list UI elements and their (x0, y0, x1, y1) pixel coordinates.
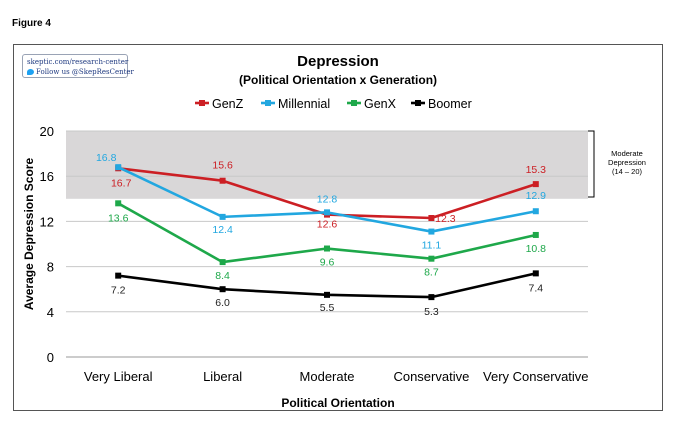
boomer-point (219, 286, 226, 293)
genz-legend-label: GenZ (212, 97, 244, 111)
x-tick-label: Conservative (393, 369, 469, 384)
moderate-depression-band (66, 131, 588, 199)
genx-legend-label: GenX (364, 97, 397, 111)
genx-point (428, 255, 435, 262)
boomer-data-label: 5.3 (424, 306, 439, 318)
band-note-line3: (14 – 20) (612, 167, 643, 176)
millennial-point (428, 228, 435, 235)
twitter-bird-icon (27, 69, 34, 75)
y-tick-label: 20 (40, 124, 54, 139)
boomer-data-label: 7.4 (528, 282, 543, 294)
millennial-legend-label: Millennial (278, 97, 330, 111)
genz-data-label: 15.6 (212, 160, 233, 172)
genx-data-label: 8.7 (424, 267, 439, 279)
legend: GenZ Millennial GenX Boomer (195, 97, 472, 111)
genz-data-label: 12.3 (435, 213, 456, 225)
genz-legend-marker (199, 100, 205, 106)
boomer-data-label: 6.0 (215, 297, 230, 309)
branding-follow[interactable]: Follow us @SkepResCenter (36, 68, 134, 76)
boomer-point (115, 272, 122, 279)
y-tick-label: 4 (47, 305, 54, 320)
x-tick-label: Very Liberal (84, 369, 153, 384)
genz-data-label: 12.6 (317, 219, 338, 231)
plot-area: 0 4 8 12 16 20 Very Liberal Liberal Moderate Cons… (40, 124, 589, 384)
millennial-point (532, 208, 539, 215)
x-tick-label: Moderate (300, 369, 355, 384)
figure-label: Figure 4 (12, 18, 51, 29)
chart-title: Depression (297, 53, 379, 70)
genx-data-label: 13.6 (108, 212, 129, 224)
band-note-line1: Moderate (611, 149, 643, 158)
millennial-data-label: 16.8 (96, 152, 117, 164)
chart-subtitle: (Political Orientation x Generation) (239, 73, 437, 87)
x-axis-title: Political Orientation (281, 396, 394, 410)
boomer-legend-label: Boomer (428, 97, 472, 111)
genz-point (532, 181, 539, 188)
millennial-point (219, 213, 226, 220)
x-tick-label: Very Conservative (483, 369, 589, 384)
millennial-point (324, 209, 330, 216)
genx-data-label: 9.6 (320, 257, 335, 269)
boomer-data-label: 5.5 (320, 302, 335, 314)
y-tick-label: 12 (40, 214, 54, 229)
y-tick-label: 8 (47, 260, 54, 275)
y-axis-title: Average Depression Score (22, 158, 36, 311)
genz-point (428, 215, 435, 222)
branding-badge[interactable]: skeptic.com/research-center Follow us @S… (22, 54, 134, 78)
genx-point (219, 259, 226, 266)
band-note-line2: Depression (608, 158, 646, 167)
boomer-legend-marker (415, 100, 421, 106)
genx-legend-marker (351, 100, 357, 106)
x-tick-label: Liberal (203, 369, 242, 384)
millennial-legend-marker (265, 100, 271, 106)
band-bracket (588, 130, 595, 198)
millennial-data-label: 11.1 (422, 240, 442, 252)
genz-data-label: 16.7 (111, 177, 132, 189)
boomer-point (428, 294, 435, 301)
y-tick-label: 16 (40, 169, 54, 184)
branding-site[interactable]: skeptic.com/research-center (27, 58, 129, 66)
genz-point (219, 177, 226, 184)
genx-data-label: 8.4 (215, 270, 230, 282)
genx-point (532, 231, 539, 238)
boomer-point (532, 270, 539, 277)
boomer-data-label: 7.2 (111, 285, 126, 297)
millennial-point (115, 164, 122, 171)
chart-frame (13, 44, 663, 411)
genx-point (115, 200, 122, 207)
millennial-data-label: 12.8 (317, 193, 338, 205)
boomer-point (324, 291, 330, 298)
y-tick-label: 0 (47, 350, 54, 365)
genz-data-label: 15.3 (526, 164, 547, 176)
genx-data-label: 10.8 (526, 243, 547, 255)
genx-point (324, 245, 330, 252)
millennial-data-label: 12.4 (212, 224, 233, 236)
millennial-data-label: 12.9 (526, 190, 547, 202)
